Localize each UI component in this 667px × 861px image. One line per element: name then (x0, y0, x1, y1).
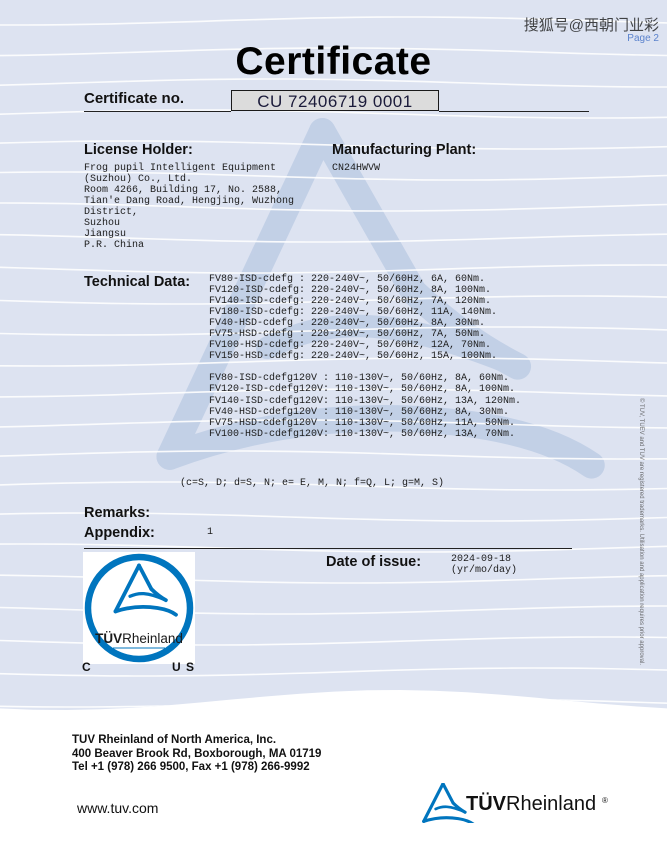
svg-text:TÜVRheinland: TÜVRheinland (466, 792, 596, 815)
svg-text:®: ® (602, 796, 608, 805)
svg-text:TÜVRheinland: TÜVRheinland (95, 631, 183, 646)
